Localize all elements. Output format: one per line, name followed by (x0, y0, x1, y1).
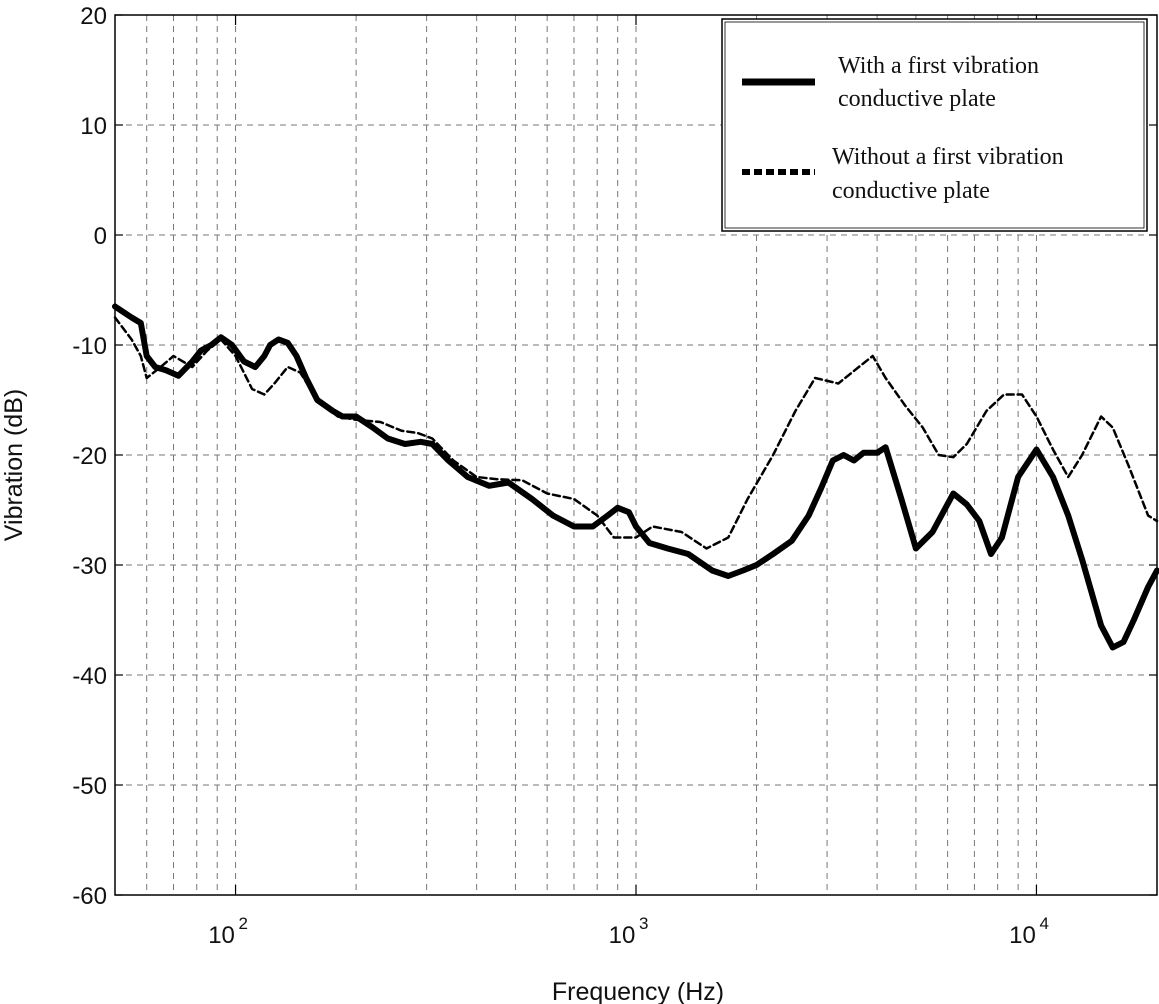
x-tick-label-exponent: 2 (239, 914, 248, 933)
y-tick-label: -10 (72, 333, 107, 360)
y-tick-label: -60 (72, 883, 107, 910)
x-tick-label: 10 (208, 922, 235, 949)
y-tick-label: -20 (72, 443, 107, 470)
legend: With a first vibration conductive plate … (722, 19, 1147, 231)
x-tick-label: 10 (609, 922, 636, 949)
x-tick-label-exponent: 3 (639, 914, 648, 933)
x-tick-label-exponent: 4 (1039, 914, 1048, 933)
legend-label-with-line2: conductive plate (838, 86, 996, 112)
legend-label-with-line1: With a first vibration (838, 53, 1039, 79)
legend-label-without-line2: conductive plate (832, 178, 990, 204)
y-tick-label: -30 (72, 553, 107, 580)
y-tick-label: 0 (94, 223, 107, 250)
x-tick-label: 10 (1009, 922, 1036, 949)
y-tick-label: -40 (72, 663, 107, 690)
y-tick-label: 10 (80, 113, 107, 140)
y-tick-label: 20 (80, 3, 107, 30)
y-tick-label: -50 (72, 773, 107, 800)
y-axis-label: Vibration (dB) (0, 389, 28, 541)
legend-label-without-line1: Without a first vibration (832, 144, 1064, 170)
x-axis-label: Frequency (Hz) (552, 978, 724, 1004)
